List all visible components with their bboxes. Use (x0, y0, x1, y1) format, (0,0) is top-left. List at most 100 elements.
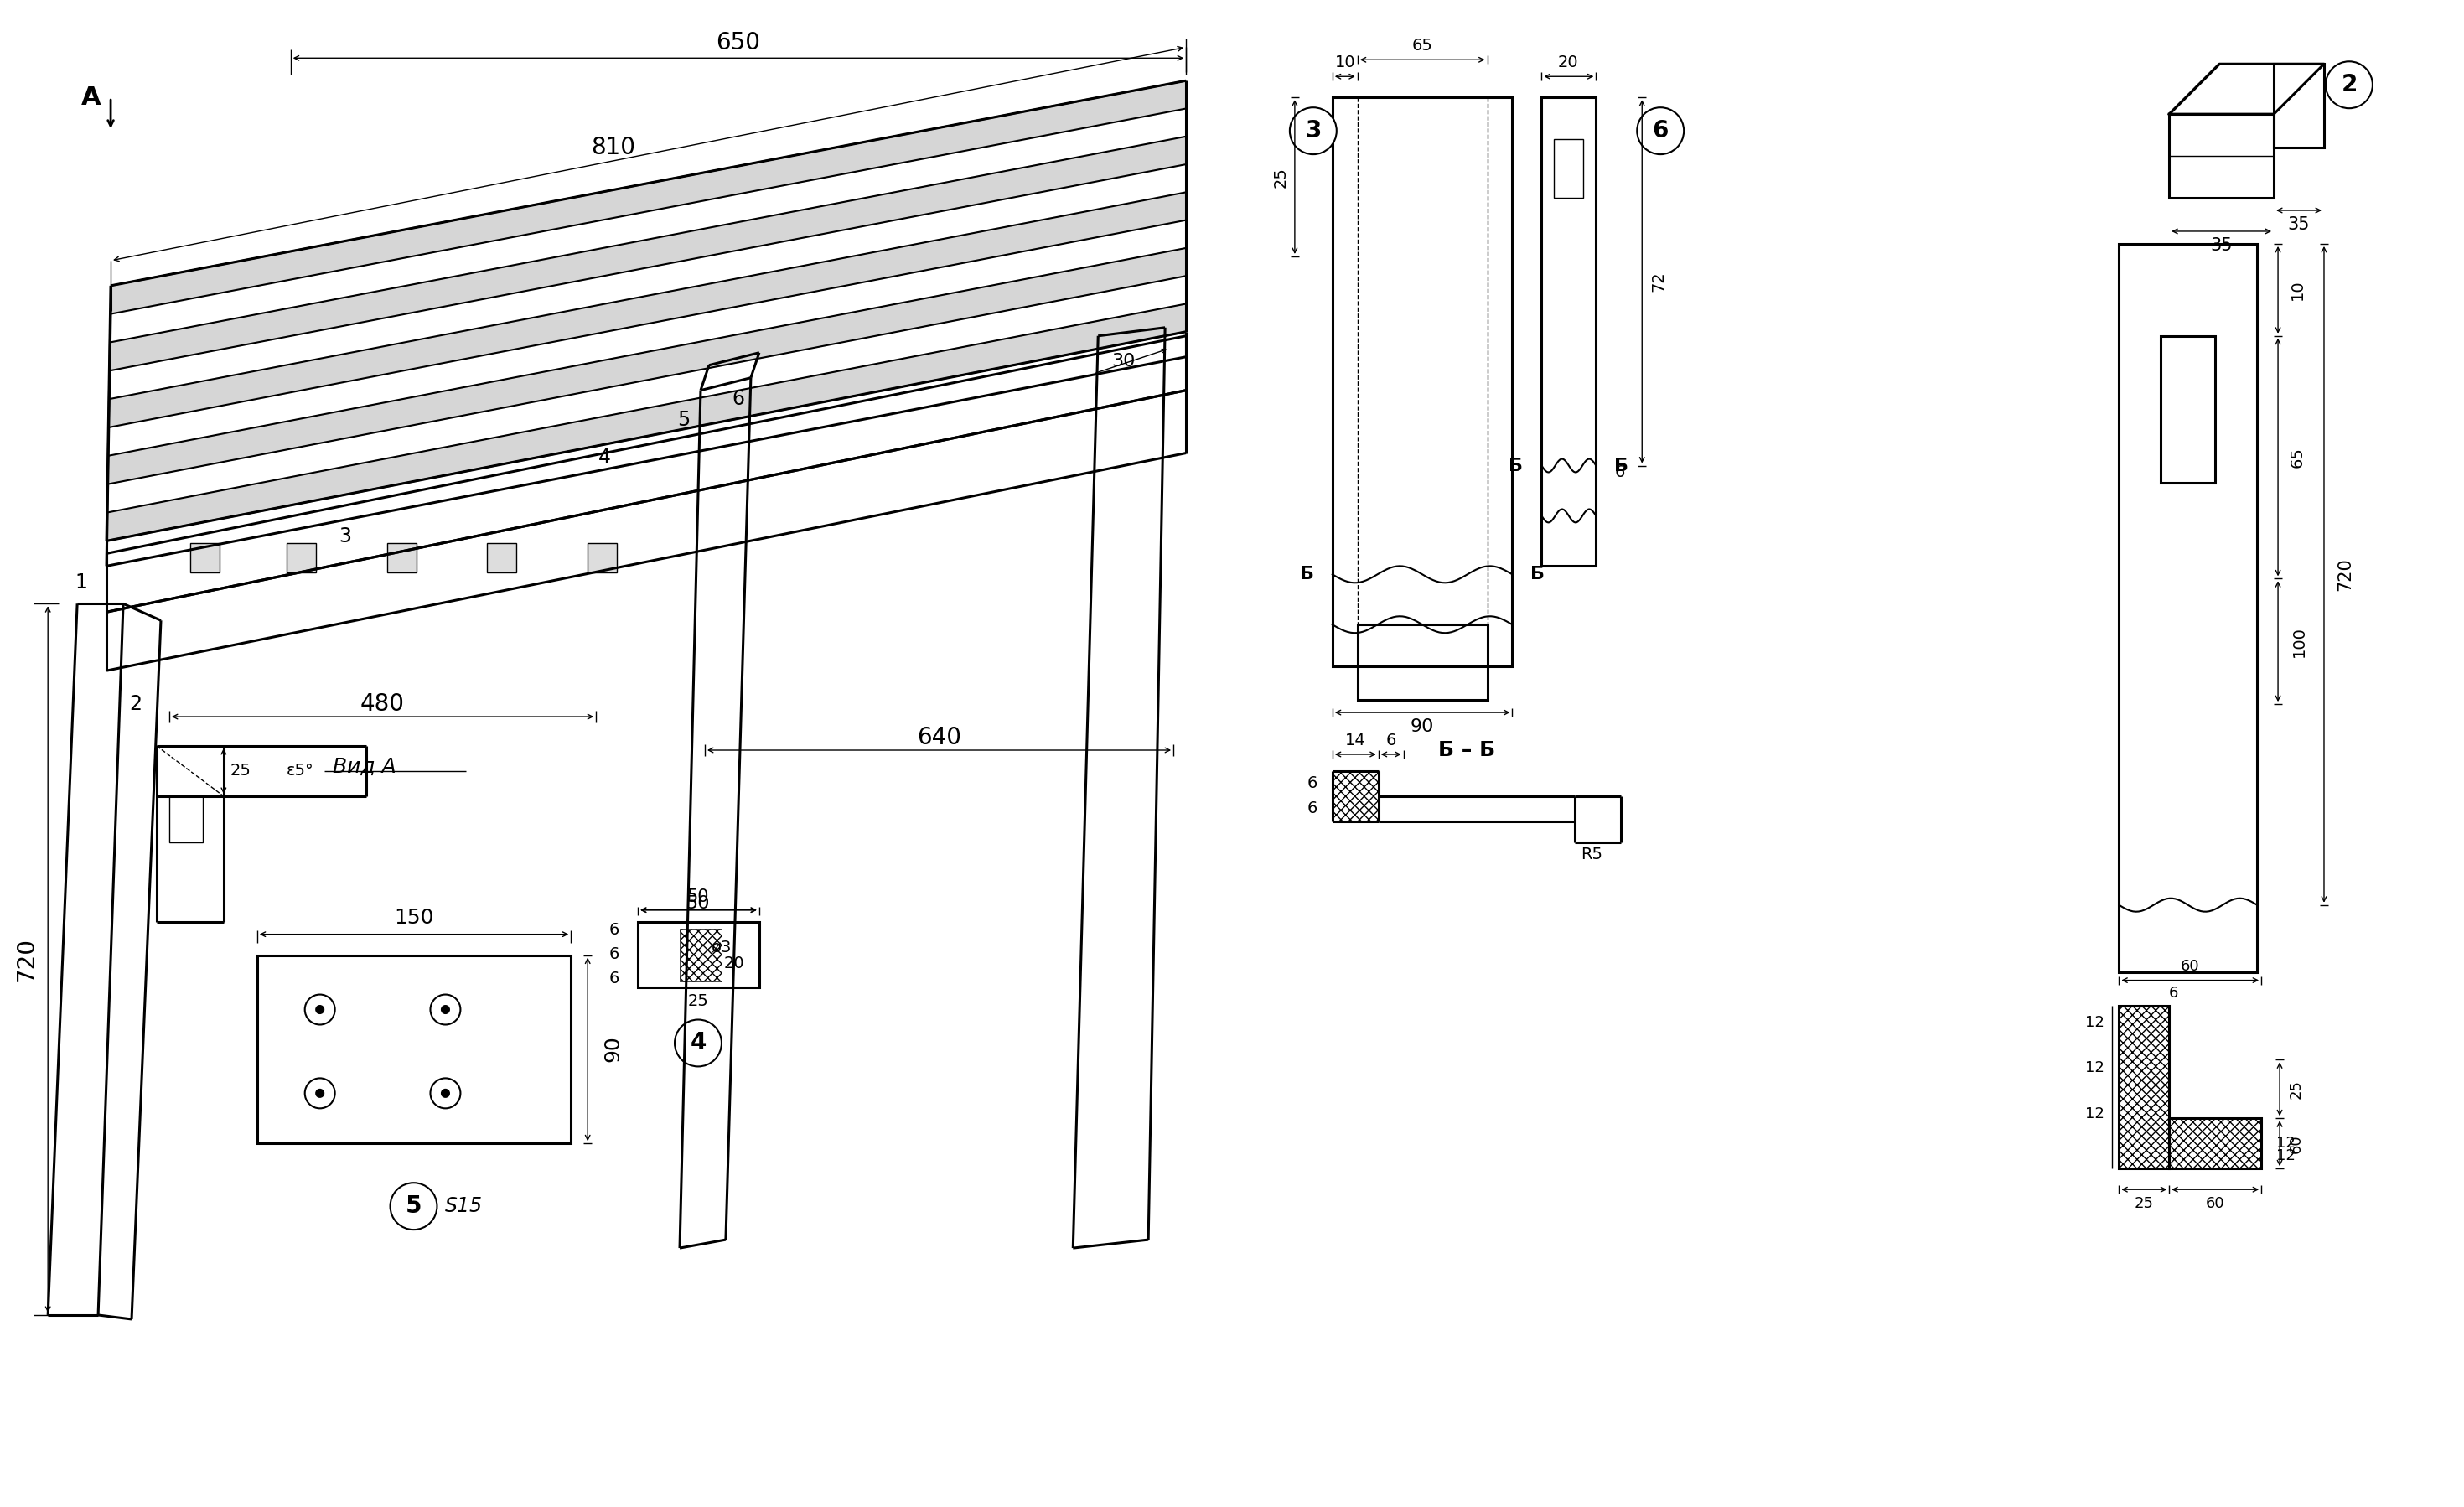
Text: 6: 6 (609, 946, 618, 963)
Text: Б: Б (1530, 567, 1545, 583)
Circle shape (431, 1078, 461, 1108)
Bar (190, 544, 219, 573)
Text: 50: 50 (687, 888, 710, 906)
Circle shape (315, 1090, 323, 1097)
Bar (387, 544, 416, 573)
Circle shape (441, 1007, 448, 1013)
Circle shape (315, 1007, 323, 1013)
Text: 12: 12 (2277, 1148, 2296, 1163)
Text: R5: R5 (1582, 847, 1602, 862)
Circle shape (675, 1020, 722, 1067)
Text: Вид А: Вид А (333, 757, 397, 778)
Text: 72: 72 (1651, 271, 1666, 292)
Text: 12: 12 (2085, 1014, 2104, 1029)
Bar (2168, 115, 2274, 197)
Text: 25: 25 (1271, 166, 1289, 187)
Text: 90: 90 (604, 1035, 623, 1062)
Text: 6: 6 (732, 389, 744, 408)
Text: 90: 90 (1409, 719, 1434, 735)
Text: 150: 150 (394, 907, 434, 928)
Bar (488, 544, 517, 573)
Text: Б: Б (1614, 457, 1629, 475)
Text: 5: 5 (407, 1195, 421, 1218)
Text: 14: 14 (1345, 732, 1365, 747)
Text: 6: 6 (609, 922, 618, 937)
Text: 65: 65 (2289, 448, 2306, 467)
Text: 25: 25 (2134, 1197, 2154, 1212)
Bar (170, 796, 202, 842)
Text: 10: 10 (1335, 54, 1355, 71)
Text: 4: 4 (599, 448, 611, 467)
Text: 650: 650 (717, 32, 761, 54)
Text: Б: Б (1508, 457, 1523, 475)
Bar (2119, 244, 2257, 972)
Bar (2168, 1118, 2262, 1168)
Text: 1: 1 (76, 573, 89, 592)
Bar (1555, 139, 1584, 197)
Bar (2119, 1005, 2168, 1168)
Polygon shape (111, 81, 1185, 313)
Bar (2161, 336, 2215, 482)
Text: 35: 35 (2210, 237, 2232, 253)
Text: 6: 6 (2168, 986, 2178, 1001)
Circle shape (306, 995, 335, 1025)
Text: ø3: ø3 (712, 939, 732, 955)
Bar (2168, 1118, 2262, 1168)
Text: 20: 20 (724, 955, 744, 972)
Bar (1333, 772, 1377, 821)
Text: 50: 50 (685, 895, 710, 912)
Bar (1358, 624, 1488, 699)
Text: 12: 12 (2085, 1106, 2104, 1121)
Text: 35: 35 (2287, 216, 2311, 234)
Text: 25: 25 (229, 763, 251, 779)
Text: Б – Б: Б – Б (1439, 740, 1496, 760)
Text: 720: 720 (2336, 558, 2353, 591)
Text: 6: 6 (1306, 776, 1318, 791)
Text: 6: 6 (1653, 119, 1668, 143)
Circle shape (441, 1090, 448, 1097)
Text: S15: S15 (446, 1197, 483, 1216)
Text: 25: 25 (2289, 1079, 2304, 1099)
Text: 65: 65 (1412, 38, 1432, 53)
Text: 4: 4 (690, 1031, 707, 1055)
Circle shape (306, 1078, 335, 1108)
Text: 2: 2 (131, 695, 143, 714)
Circle shape (1636, 107, 1683, 154)
Circle shape (1289, 107, 1335, 154)
Text: 60: 60 (2205, 1197, 2225, 1212)
Circle shape (2326, 62, 2373, 109)
Text: 3: 3 (1306, 119, 1321, 143)
Text: 480: 480 (360, 692, 404, 716)
Text: 60: 60 (2181, 958, 2200, 974)
Bar (256, 955, 572, 1144)
Bar (2119, 1005, 2168, 1168)
Polygon shape (108, 137, 1185, 371)
Text: 10: 10 (2289, 280, 2306, 300)
Bar (680, 928, 722, 981)
Bar (638, 922, 759, 987)
Bar (1542, 98, 1597, 567)
Text: Б: Б (1299, 567, 1313, 583)
Polygon shape (106, 304, 1185, 541)
Circle shape (389, 1183, 436, 1230)
Text: 810: 810 (591, 136, 636, 160)
Text: 12: 12 (2085, 1061, 2104, 1076)
Bar (2274, 63, 2324, 148)
Text: 20: 20 (1557, 54, 1579, 71)
Text: 30: 30 (1111, 353, 1136, 369)
Text: A: A (81, 86, 101, 110)
Text: 6: 6 (609, 971, 618, 987)
Bar (286, 544, 315, 573)
Text: 640: 640 (917, 726, 961, 749)
Circle shape (431, 995, 461, 1025)
Text: 3: 3 (338, 526, 352, 547)
Bar (586, 544, 616, 573)
Text: 25: 25 (687, 993, 710, 1010)
Polygon shape (108, 193, 1185, 428)
Text: 6: 6 (1614, 464, 1624, 481)
Bar (1333, 98, 1513, 666)
Text: 720: 720 (15, 937, 39, 981)
Text: 60: 60 (2289, 1133, 2304, 1153)
Text: 2: 2 (2341, 74, 2358, 96)
Text: 5: 5 (678, 410, 690, 429)
